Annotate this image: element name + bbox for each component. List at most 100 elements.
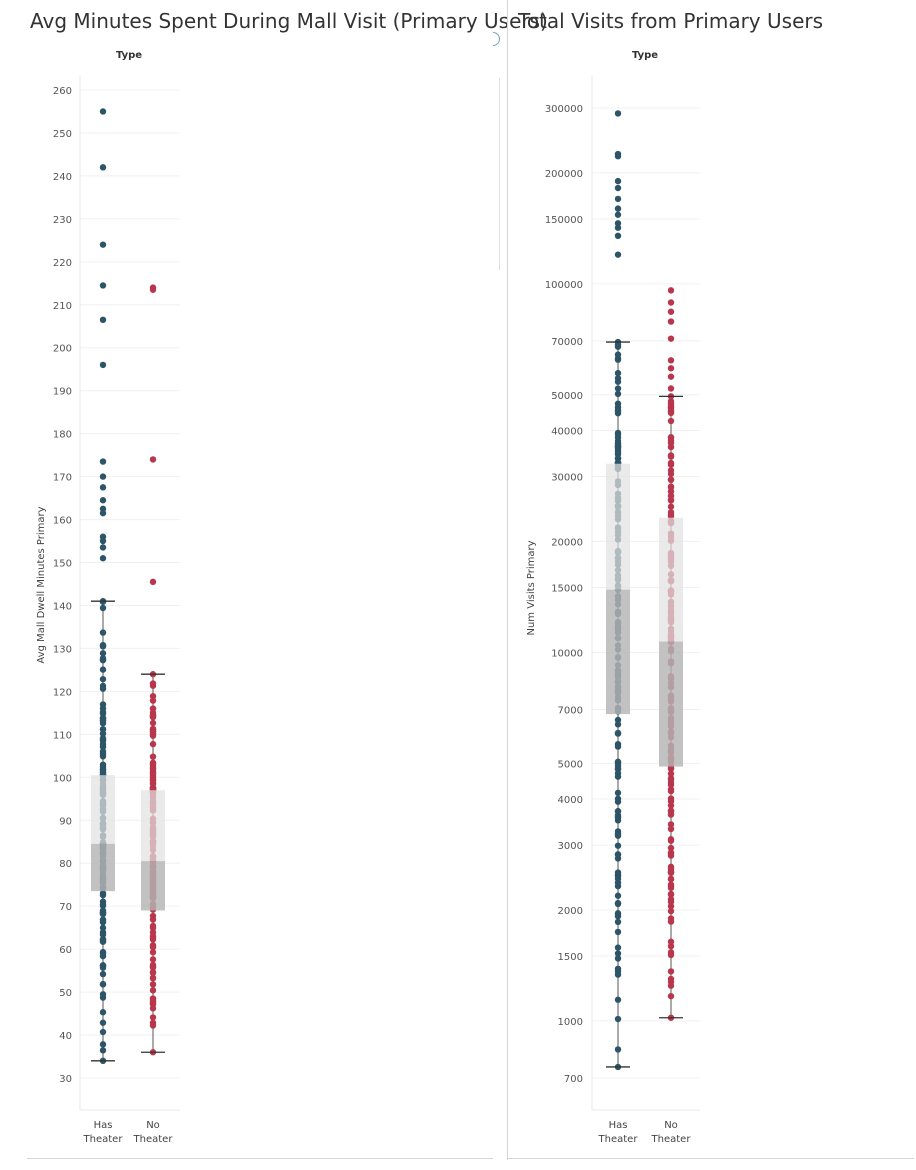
data-point — [149, 692, 157, 700]
y-tick-label: 160 — [53, 516, 72, 527]
box-lower-half — [606, 589, 630, 715]
data-point — [99, 316, 107, 324]
y-tick-label: 1500 — [558, 952, 583, 963]
data-point — [614, 110, 622, 117]
y-axis-label: Avg Mall Dwell Minutes Primary — [36, 506, 47, 663]
data-point — [667, 308, 675, 315]
data-point — [667, 786, 675, 793]
data-point — [99, 924, 107, 932]
data-point — [667, 453, 675, 460]
y-tick-label: 230 — [53, 215, 72, 226]
data-point — [99, 484, 107, 491]
num-visits-panel: Total Visits from Primary Users Type Num … — [507, 0, 916, 1170]
data-point — [614, 716, 622, 724]
data-point — [614, 429, 622, 437]
dwell-minutes-panel: Avg Minutes Spent During Mall Visit (Pri… — [30, 9, 548, 1145]
data-point — [667, 770, 675, 777]
data-point — [149, 780, 157, 787]
data-point — [99, 720, 107, 727]
data-point — [667, 467, 675, 474]
data-point — [667, 476, 675, 483]
data-point — [667, 417, 675, 425]
data-point — [99, 604, 107, 612]
data-point — [667, 811, 675, 818]
data-point — [667, 907, 675, 915]
num-visits-chart: Type Num Visits Primary 700 1000 1500 2000 300… — [526, 50, 700, 1145]
data-point — [614, 1046, 622, 1053]
data-point — [99, 108, 107, 115]
data-point — [667, 896, 675, 903]
data-point — [667, 443, 675, 451]
header-label: Type — [116, 50, 142, 61]
data-point — [149, 730, 157, 738]
y-tick-label: 700 — [564, 1074, 583, 1085]
data-point — [614, 403, 622, 411]
data-point — [614, 944, 622, 951]
data-point — [99, 1019, 107, 1026]
panel-divider — [507, 0, 508, 1160]
data-point — [614, 798, 622, 805]
header-label: Type — [632, 50, 658, 61]
data-point — [99, 682, 107, 690]
data-point — [149, 719, 157, 727]
data-point — [149, 912, 157, 920]
data-point — [614, 996, 622, 1003]
y-tick-label: 4000 — [558, 795, 583, 806]
y-tick-label: 150000 — [545, 215, 583, 226]
data-point — [149, 1022, 157, 1029]
data-point — [667, 287, 675, 294]
data-point — [149, 987, 157, 994]
y-tick-label: 15000 — [551, 583, 583, 594]
panel-edge-line — [499, 78, 500, 270]
data-point — [614, 872, 622, 880]
x-category-label: Theater — [651, 1134, 692, 1145]
data-point — [99, 643, 107, 650]
box-lower-half — [141, 861, 165, 911]
data-point — [99, 537, 107, 545]
data-point — [149, 760, 157, 767]
data-point — [614, 369, 622, 377]
y-tick-label: 30 — [59, 1074, 72, 1085]
y-tick-label: 220 — [53, 258, 72, 269]
data-point — [99, 726, 107, 733]
y-tick-label: 250 — [53, 129, 72, 140]
data-point — [99, 749, 107, 757]
data-point — [614, 892, 622, 899]
data-point — [99, 902, 107, 909]
data-point — [614, 730, 622, 737]
data-point — [614, 910, 622, 917]
data-point — [667, 968, 675, 975]
data-point — [667, 825, 675, 833]
y-tick-label: 100 — [53, 773, 72, 784]
data-point — [149, 956, 157, 963]
y-tick-label: 120 — [53, 687, 72, 698]
y-tick-label: 20000 — [551, 537, 583, 548]
visits-chart-title: Total Visits from Primary Users — [518, 9, 824, 33]
data-point — [99, 980, 107, 988]
data-point — [667, 365, 675, 372]
data-point — [614, 443, 622, 450]
data-point — [614, 830, 622, 838]
data-point — [667, 982, 675, 989]
data-point — [667, 373, 675, 380]
dwell-chart-title: Avg Minutes Spent During Mall Visit (Pri… — [30, 9, 548, 33]
data-point — [614, 152, 622, 160]
data-point — [149, 286, 157, 293]
data-point — [99, 701, 107, 708]
y-tick-label: 50000 — [551, 391, 583, 402]
box-upper-half — [141, 790, 165, 862]
data-point — [99, 938, 107, 945]
data-point — [99, 241, 107, 248]
data-point — [149, 929, 157, 936]
data-point — [667, 335, 675, 342]
y-tick-label: 1000 — [558, 1017, 583, 1028]
data-point — [667, 902, 675, 910]
data-point — [99, 544, 107, 551]
data-point — [99, 708, 107, 716]
x-category-label: No — [664, 1120, 678, 1131]
data-point — [614, 758, 622, 765]
data-point — [99, 948, 107, 956]
data-point — [667, 802, 675, 809]
data-point — [614, 205, 622, 212]
data-point — [614, 965, 622, 972]
